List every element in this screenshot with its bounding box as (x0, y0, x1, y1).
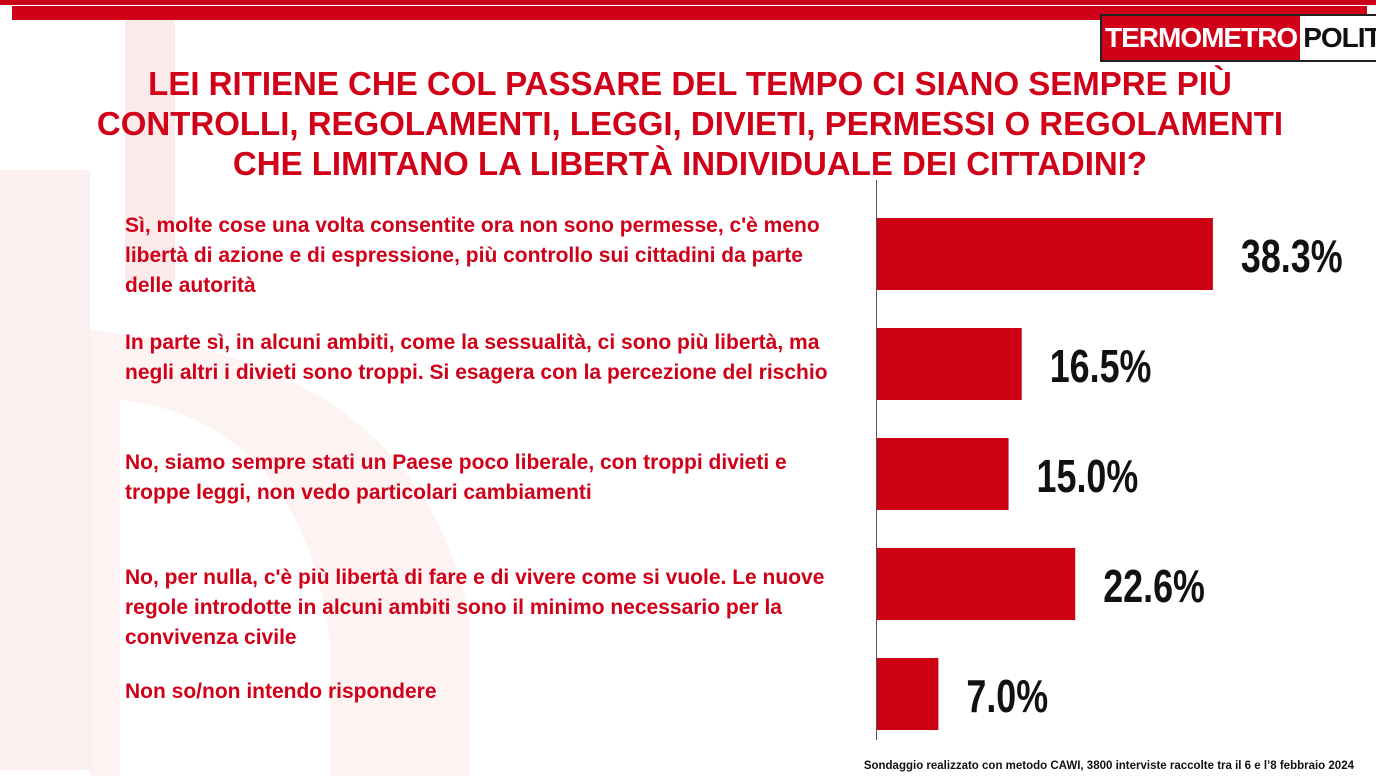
value-label-4: 22.6% (1103, 561, 1205, 612)
answer-label-3: No, siamo sempre stati un Paese poco lib… (125, 451, 787, 504)
value-label-2: 16.5% (1050, 341, 1152, 392)
answer-label-2: In parte sì, in alcuni ambiti, come la s… (125, 331, 828, 384)
logo-text-red: TERMOMETRO (1102, 16, 1301, 60)
survey-footnote: Sondaggio realizzato con metodo CAWI, 38… (863, 760, 1354, 772)
answer-label-1: Sì, molte cose una volta consentite ora … (125, 214, 820, 297)
logo-text-white: POLITICO (1300, 16, 1376, 60)
bar-3 (877, 438, 1009, 510)
chart-axis-line (876, 180, 877, 740)
answer-label-5: Non so/non intendo rispondere (125, 680, 437, 703)
question-title: LEI RITIENE CHE COL PASSARE DEL TEMPO CI… (96, 65, 1284, 182)
bar-1 (877, 218, 1213, 290)
bar-5 (877, 658, 939, 730)
termometro-politico-logo: TERMOMETRO POLITICO (1100, 14, 1376, 62)
bar-2 (877, 328, 1022, 400)
header-band (12, 6, 1367, 20)
bar-4 (877, 548, 1076, 620)
answer-label-4: No, per nulla, c'è più libertà di fare e… (125, 566, 825, 649)
value-label-5: 7.0% (966, 671, 1048, 722)
value-label-3: 15.0% (1037, 451, 1139, 502)
top-stripe (0, 0, 1376, 5)
value-label-1: 38.3% (1241, 231, 1343, 282)
